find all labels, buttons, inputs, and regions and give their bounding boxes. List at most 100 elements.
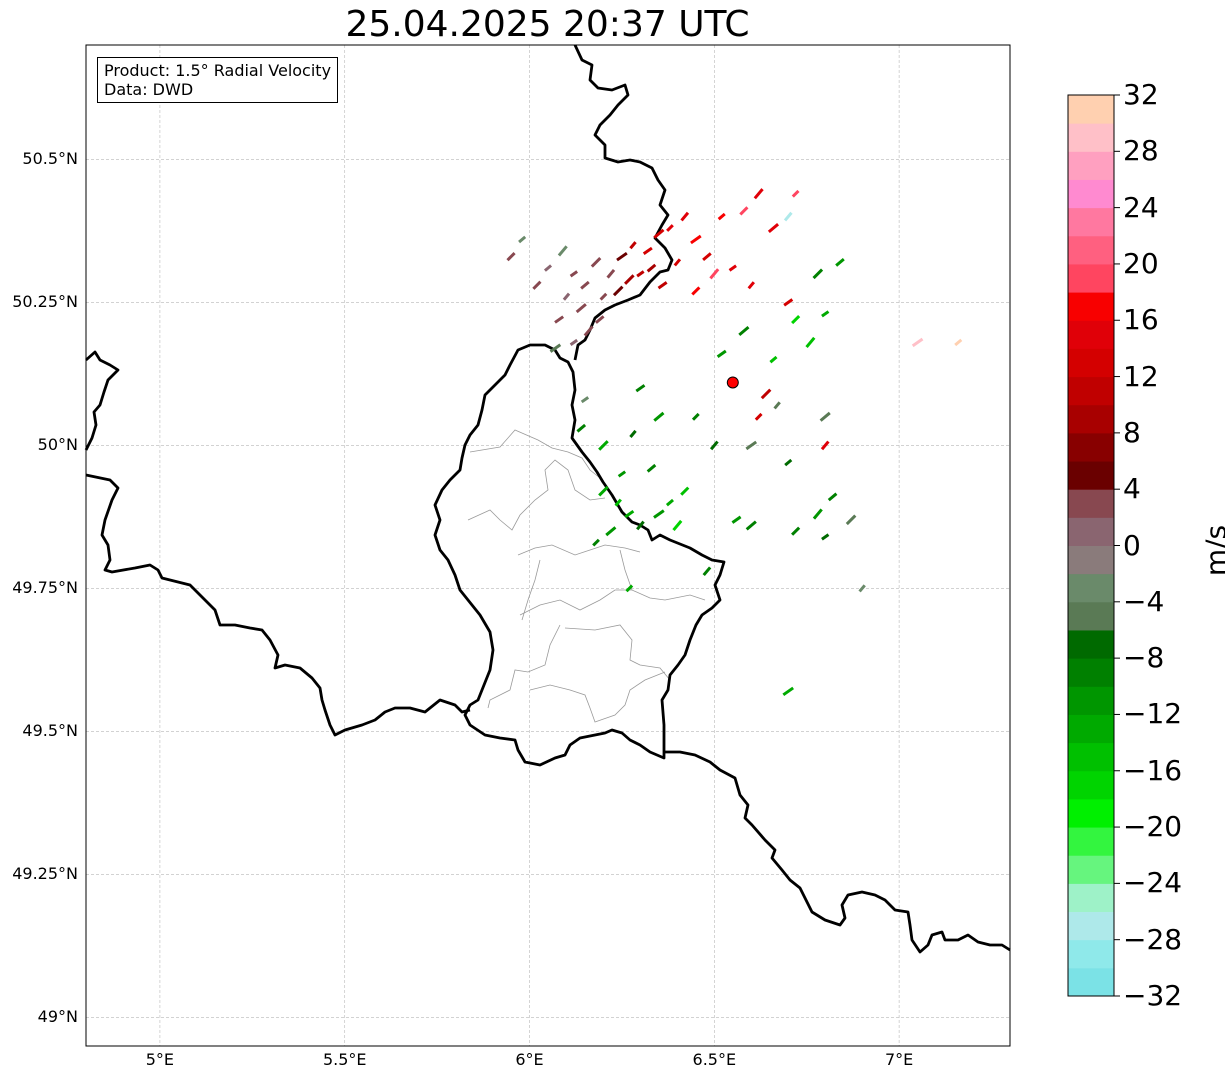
velocity-cell <box>821 310 830 318</box>
admin-line <box>467 459 606 531</box>
colorbar-segment <box>1068 601 1114 631</box>
velocity-cell <box>760 388 772 400</box>
radar-site-marker <box>726 376 739 389</box>
colorbar-segment <box>1068 404 1114 434</box>
colorbar-segment <box>1068 798 1114 828</box>
velocity-cell <box>835 257 845 267</box>
map-title: 25.04.2025 20:37 UTC <box>345 4 750 45</box>
colorbar-tick-label: 24 <box>1123 190 1159 224</box>
colorbar-segment <box>1068 461 1114 490</box>
admin-line <box>519 589 706 616</box>
product-info-box: Product: 1.5° Radial Velocity Data: DWD <box>97 57 339 103</box>
colorbar-segment <box>1068 714 1114 744</box>
velocity-cell <box>599 292 608 301</box>
lat-tick-label: 49.5°N <box>22 721 78 741</box>
velocity-cell <box>783 298 794 307</box>
colorbar-tick-label: 16 <box>1123 303 1159 337</box>
velocity-cell <box>691 412 700 421</box>
admin-line <box>619 549 633 591</box>
admin-line <box>521 559 541 621</box>
colorbar-segment <box>1068 123 1114 152</box>
lat-tick-label: 49°N <box>37 1007 78 1027</box>
lon-tick-label: 5°E <box>145 1050 175 1069</box>
colorbar-tick-label: 0 <box>1123 528 1141 562</box>
velocity-cell <box>646 463 657 473</box>
colorbar-segment <box>1068 95 1114 124</box>
velocity-cell <box>821 533 830 541</box>
lon-tick-label: 6.5°E <box>692 1050 737 1069</box>
colorbar-segment <box>1068 545 1114 575</box>
admin-line <box>564 624 671 681</box>
colorbar-segment <box>1068 376 1114 406</box>
velocity-cell <box>754 412 763 421</box>
colorbar-segment <box>1068 235 1114 265</box>
velocity-cell <box>506 252 516 262</box>
velocity-cell <box>606 269 616 279</box>
colorbar-segment <box>1068 939 1114 969</box>
velocity-cell <box>629 429 637 438</box>
velocity-cell <box>731 515 742 524</box>
velocity-cell <box>629 241 637 250</box>
velocity-cell <box>657 281 668 290</box>
lat-tick-label: 50°N <box>37 435 78 455</box>
colorbar-segment <box>1068 967 1114 997</box>
colorbar-segment <box>1068 263 1114 293</box>
velocity-cell <box>812 268 824 280</box>
velocity-cell <box>791 314 801 325</box>
velocity-cell <box>549 343 562 353</box>
velocity-cell <box>646 263 657 273</box>
velocity-cell <box>569 338 579 346</box>
colorbar-segment <box>1068 489 1114 518</box>
lat-tick-label: 49.75°N <box>12 578 78 598</box>
velocity-cell <box>745 440 758 451</box>
velocity-cell <box>598 485 609 497</box>
velocity-cell <box>858 584 866 593</box>
colorbar-tick-label: −20 <box>1123 810 1183 844</box>
colorbar-tick-label: −32 <box>1123 979 1183 1012</box>
data-source-label: Data: DWD <box>104 80 194 99</box>
colorbar-segment <box>1068 629 1114 659</box>
velocity-cell <box>745 520 757 531</box>
velocity-cell <box>612 285 624 297</box>
colorbar-segment <box>1068 827 1114 856</box>
velocity-cell <box>709 440 719 451</box>
velocity-cell <box>590 257 602 268</box>
border-luxembourg <box>433 343 726 767</box>
velocity-cell <box>592 538 600 547</box>
colorbar-segment <box>1068 207 1114 237</box>
velocity-cell <box>653 411 665 422</box>
velocity-cell <box>569 270 579 278</box>
colorbar-tick-label: 4 <box>1123 472 1141 506</box>
colorbar-segment <box>1068 348 1114 378</box>
velocity-cell <box>690 234 702 245</box>
admin-line <box>469 429 601 479</box>
colorbar-segment <box>1068 911 1114 941</box>
velocity-cell <box>562 292 571 301</box>
colorbar-segment <box>1068 855 1114 884</box>
colorbar-segment <box>1068 742 1114 772</box>
lon-tick-label: 5.5°E <box>322 1050 367 1069</box>
colorbar-tick-label: 32 <box>1123 78 1159 111</box>
velocity-cell <box>636 270 645 278</box>
colorbar-segment <box>1068 686 1114 715</box>
velocity-cell <box>518 235 527 244</box>
border-france-belgium <box>85 473 471 737</box>
colorbar <box>1067 94 1120 997</box>
velocity-cell <box>805 336 816 349</box>
border-france-germany <box>664 750 1011 954</box>
colorbar-tick-label: −8 <box>1123 641 1165 675</box>
velocity-cell <box>820 440 830 451</box>
velocity-cell <box>625 584 634 593</box>
border-belgium-north <box>84 350 120 451</box>
velocity-cell <box>819 411 831 422</box>
velocity-cell <box>827 492 838 502</box>
velocity-cell <box>673 258 682 267</box>
velocity-cell <box>911 337 924 348</box>
colorbar-tick-label: −12 <box>1123 697 1183 731</box>
velocity-cell <box>702 566 712 577</box>
velocity-cell <box>554 315 565 324</box>
velocity-cell <box>691 286 701 296</box>
admin-line <box>529 671 666 723</box>
velocity-cell <box>614 498 622 507</box>
colorbar-segment <box>1068 179 1114 209</box>
